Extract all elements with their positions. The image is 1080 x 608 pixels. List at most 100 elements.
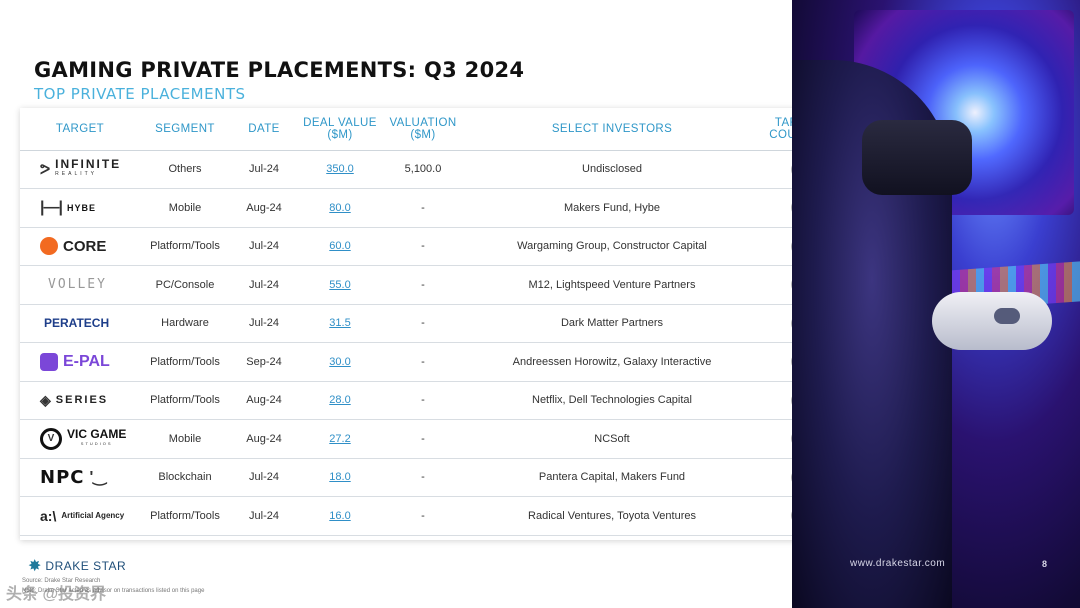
brand-name: DRAKE STAR [45, 559, 127, 573]
date-cell: Jul-24 [230, 265, 298, 305]
deal-value-link[interactable]: 80.0 [329, 201, 351, 214]
deal-value-link[interactable]: 18.0 [329, 471, 351, 484]
segment-cell: PC/Console [140, 265, 230, 305]
logo-text: PERATECH [44, 316, 110, 331]
target-logo: VOLLEY [20, 265, 140, 305]
target-logo: |—| HYBE [20, 188, 140, 228]
investors-cell: Andreessen Horowitz, Galaxy Interactive [464, 342, 760, 382]
date-cell: Jul-24 [230, 458, 298, 497]
logo-text: SERIES [55, 394, 109, 407]
date-cell: Jul-24 [230, 496, 298, 536]
deal-value-cell[interactable]: 27.2 [298, 419, 382, 459]
segment-cell: Hardware [140, 304, 230, 343]
investors-cell: Pantera Capital, Makers Fund [464, 458, 760, 497]
logo-text: E-PAL [63, 352, 110, 370]
deal-value-link[interactable]: 60.0 [329, 240, 351, 253]
segment-cell: Platform/Tools [140, 227, 230, 266]
target-logo: ◈ SERIES [20, 381, 140, 420]
source-note: Source: Drake Star Research [22, 578, 101, 584]
table-row: NPC '‿ Blockchain Jul-24 18.0 - Pantera C… [20, 458, 838, 497]
page-title: GAMING PRIVATE PLACEMENTS: Q3 2024 [34, 58, 525, 82]
table-row: ᕗ INFINITE REALITY Others Jul-24 350.0 5,1… [20, 150, 838, 189]
table-row: V VIC GAME STUDIOS Mobile Aug-24 27.2 - NC… [20, 419, 838, 459]
investors-cell: Radical Ventures, Toyota Ventures [464, 496, 760, 536]
core-mark-icon [40, 237, 58, 256]
deal-value-link[interactable]: 16.0 [329, 509, 351, 522]
deal-value-cell[interactable]: 350.0 [298, 150, 382, 189]
brand-logo: ✸ DRAKE STAR [28, 556, 126, 576]
target-logo: NPC '‿ [20, 458, 140, 497]
table-row: CORE Platform/Tools Jul-24 60.0 - Wargam… [20, 227, 838, 266]
investors-cell: M12, Lightspeed Venture Partners [464, 265, 760, 305]
deal-value-link[interactable]: 31.5 [329, 317, 351, 330]
date-cell: Aug-24 [230, 419, 298, 459]
segment-cell: Blockchain [140, 458, 230, 497]
deal-value-cell[interactable]: 55.0 [298, 265, 382, 305]
investors-cell: NCSoft [464, 419, 760, 459]
logo-text: VOLLEY [48, 277, 107, 293]
table-row: |—| HYBE Mobile Aug-24 80.0 - Makers Fund… [20, 188, 838, 228]
table-row: E-PAL Platform/Tools Sep-24 30.0 - Andre… [20, 342, 838, 382]
target-logo: a:\ Artificial Agency [20, 496, 140, 536]
investors-cell: Makers Fund, Hybe [464, 188, 760, 228]
game-controller-icon [932, 292, 1052, 350]
col-deal-value: DEAL VALUE ($M) [298, 108, 382, 151]
logo-text: CORE [63, 237, 107, 255]
vr-headset-icon [862, 120, 972, 195]
table-row: VOLLEY PC/Console Jul-24 55.0 - M12, Lig… [20, 265, 838, 305]
table-row: a:\ Artificial Agency Platform/Tools Jul-… [20, 496, 838, 536]
valuation-cell: - [382, 227, 464, 266]
deal-value-link[interactable]: 350.0 [326, 163, 354, 176]
date-cell: Jul-24 [230, 150, 298, 189]
valuation-cell: - [382, 381, 464, 420]
deal-value-cell[interactable]: 30.0 [298, 342, 382, 382]
segment-cell: Mobile [140, 419, 230, 459]
logo-text: INFINITE [55, 157, 122, 172]
logo-text: Artificial Agency [61, 511, 125, 521]
date-cell: Aug-24 [230, 381, 298, 420]
deal-value-link[interactable]: 30.0 [329, 355, 351, 368]
col-date: DATE [230, 108, 298, 151]
gamer-photo [792, 0, 1080, 608]
col-investors: SELECT INVESTORS [464, 108, 760, 151]
table-header-row: TARGET SEGMENT DATE DEAL VALUE ($M) VALU… [20, 108, 838, 151]
deal-value-cell[interactable]: 80.0 [298, 188, 382, 228]
epal-mark-icon [40, 352, 58, 371]
target-logo: E-PAL [20, 342, 140, 382]
deal-value-link[interactable]: 28.0 [329, 394, 351, 407]
segment-cell: Mobile [140, 188, 230, 228]
deal-value-cell[interactable]: 18.0 [298, 458, 382, 497]
valuation-cell: - [382, 419, 464, 459]
segment-cell: Platform/Tools [140, 381, 230, 420]
segment-cell: Platform/Tools [140, 496, 230, 536]
date-cell: Aug-24 [230, 188, 298, 228]
target-logo: V VIC GAME STUDIOS [20, 419, 140, 459]
investors-cell: Dark Matter Partners [464, 304, 760, 343]
logo-text: HYBE [66, 202, 96, 213]
valuation-cell: - [382, 304, 464, 343]
logo-subtext: STUDIOS [80, 440, 113, 446]
deal-value-cell[interactable]: 60.0 [298, 227, 382, 266]
deal-value-cell[interactable]: 28.0 [298, 381, 382, 420]
investors-cell: Netflix, Dell Technologies Capital [464, 381, 760, 420]
valuation-cell: 5,100.0 [382, 150, 464, 189]
valuation-cell: - [382, 458, 464, 497]
watermark: 头条 @投资界 [6, 586, 107, 603]
logo-mark: a:\ [40, 507, 57, 524]
advisor-note: Note: Drake Star acted as advisor on tra… [22, 588, 205, 594]
page-number: 8 [1042, 559, 1048, 569]
deal-value-cell[interactable]: 16.0 [298, 496, 382, 536]
page-subtitle: TOP PRIVATE PLACEMENTS [34, 85, 246, 103]
date-cell: Jul-24 [230, 227, 298, 266]
investors-cell: Wargaming Group, Constructor Capital [464, 227, 760, 266]
deal-value-link[interactable]: 27.2 [329, 432, 351, 445]
col-segment: SEGMENT [140, 108, 230, 151]
logo-subtext: REALITY [55, 171, 98, 178]
npc-mark-icon: '‿ [89, 469, 107, 487]
logo-text: VIC GAME [67, 426, 127, 441]
deal-value-cell[interactable]: 31.5 [298, 304, 382, 343]
deal-value-link[interactable]: 55.0 [329, 278, 351, 291]
table-row: ◈ SERIES Platform/Tools Aug-24 28.0 - Net… [20, 381, 838, 420]
website-url: www.drakestar.com [850, 558, 946, 569]
valuation-cell: - [382, 188, 464, 228]
